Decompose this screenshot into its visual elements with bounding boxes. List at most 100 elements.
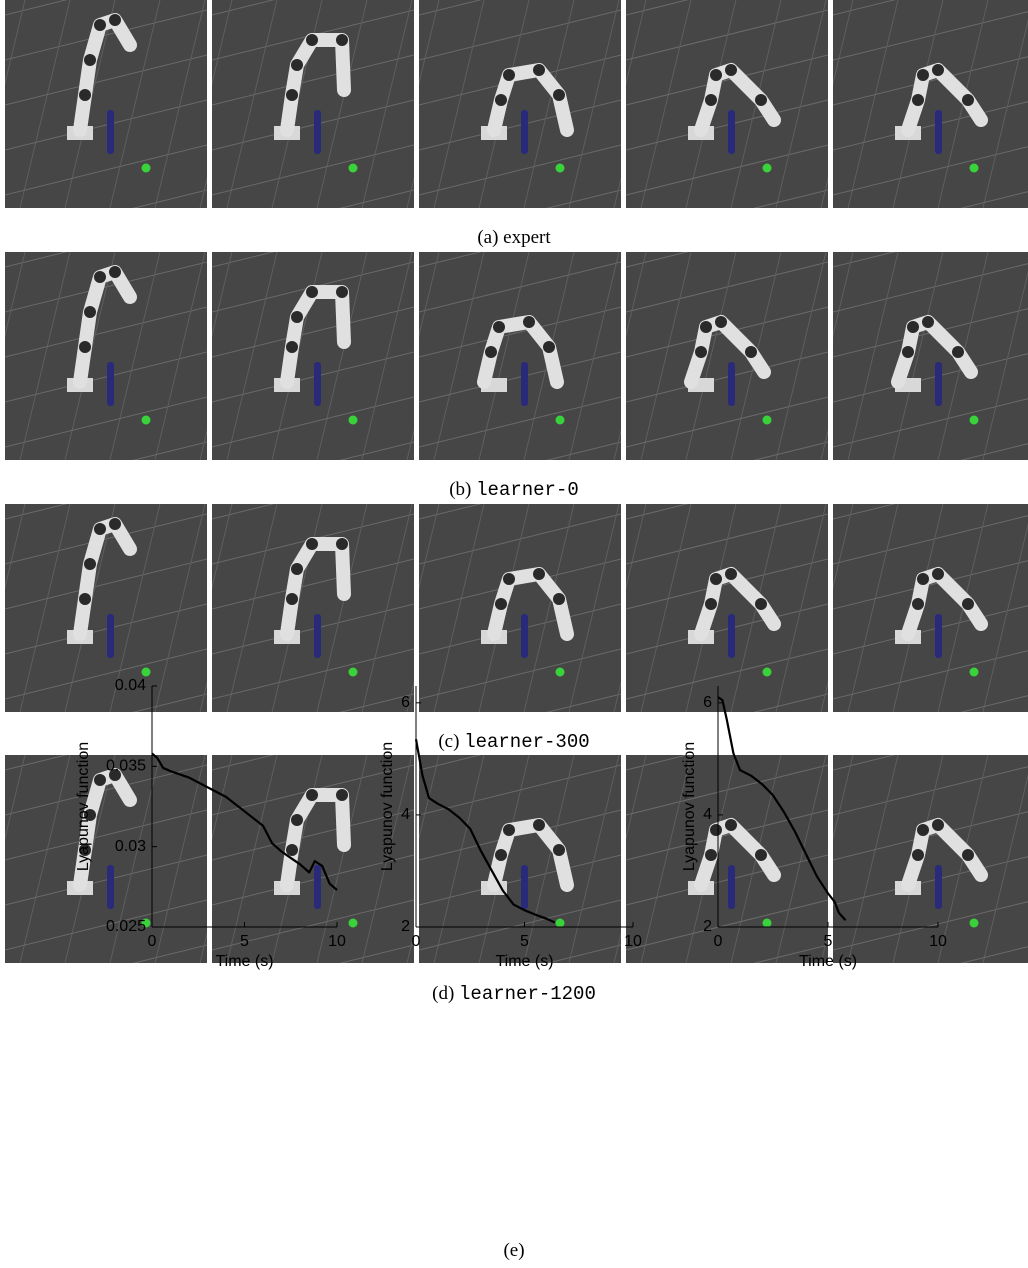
robot-joint: [79, 341, 91, 353]
y-tick-label: 4: [401, 806, 410, 823]
goal: [142, 164, 151, 173]
obstacle: [107, 614, 114, 658]
robot-joint: [79, 89, 91, 101]
obstacle: [935, 110, 942, 154]
robot-joint: [493, 321, 505, 333]
panel-bg: [419, 504, 621, 712]
robot-joint: [286, 593, 298, 605]
goal: [970, 164, 979, 173]
robot-joint: [291, 311, 303, 323]
robot-joint: [705, 849, 717, 861]
panel-bg: [419, 755, 621, 963]
x-tick-label: 0: [412, 933, 421, 950]
robot-joint: [503, 573, 515, 585]
robot-joint: [725, 819, 737, 831]
robot-joint: [755, 94, 767, 106]
panel-bg: [833, 252, 1028, 460]
y-tick-label: 0.03: [115, 838, 146, 855]
robot-joint: [553, 89, 565, 101]
caption: (c) learner-300: [438, 731, 589, 753]
robot-joint: [79, 593, 91, 605]
panel-bg: [212, 0, 414, 208]
x-tick-label: 10: [328, 933, 346, 950]
y-tick-label: 4: [703, 806, 712, 823]
panel-bg: [5, 252, 207, 460]
panel-bg: [626, 0, 828, 208]
robot-joint: [932, 64, 944, 76]
figure: (a) expert (b) learner-0 (c) learner-300…: [0, 0, 1028, 1268]
robot-joint: [932, 568, 944, 580]
goal: [349, 164, 358, 173]
panel-bg: [5, 0, 207, 208]
goal: [970, 919, 979, 928]
obstacle: [521, 865, 528, 909]
caption-label: (a): [477, 227, 498, 248]
robot-joint: [286, 844, 298, 856]
y-tick-label: 6: [703, 694, 712, 711]
obstacle: [107, 865, 114, 909]
goal: [556, 416, 565, 425]
robot-joint: [543, 341, 555, 353]
panel-bg: [833, 0, 1028, 208]
panel-bg: [626, 755, 828, 963]
x-tick-label: 0: [148, 933, 157, 950]
panel-bg: [626, 252, 828, 460]
robot-joint: [755, 849, 767, 861]
obstacle: [728, 362, 735, 406]
robot-joint: [495, 94, 507, 106]
panel-bg: [626, 504, 828, 712]
robot-joint: [725, 568, 737, 580]
robot-joint: [902, 346, 914, 358]
robot-joint: [523, 316, 535, 328]
x-tick-label: 5: [824, 933, 833, 950]
robot-joint: [306, 34, 318, 46]
robot-joint: [485, 346, 497, 358]
robot-joint: [495, 849, 507, 861]
robot-joint: [291, 814, 303, 826]
robot-joint: [962, 849, 974, 861]
goal: [763, 668, 772, 677]
robot-joint: [109, 266, 121, 278]
obstacle: [107, 362, 114, 406]
robot-joint: [912, 849, 924, 861]
robot-joint: [533, 819, 545, 831]
robot-joint: [932, 819, 944, 831]
panel-bg: [833, 504, 1028, 712]
robot-joint: [710, 573, 722, 585]
caption: (e): [503, 1240, 524, 1261]
robot-joint: [705, 94, 717, 106]
caption: (b) learner-0: [449, 479, 579, 501]
panel-bg: [212, 252, 414, 460]
panel-bg: [419, 252, 621, 460]
goal: [763, 919, 772, 928]
goal: [763, 164, 772, 173]
caption-name: learner-300: [464, 731, 589, 753]
robot-joint: [710, 824, 722, 836]
robot-joint: [94, 523, 106, 535]
x-axis-label: Time (s): [215, 953, 273, 970]
x-tick-label: 5: [520, 933, 529, 950]
robot-joint: [700, 321, 712, 333]
robot-joint: [962, 94, 974, 106]
obstacle: [314, 110, 321, 154]
robot-joint: [912, 94, 924, 106]
goal: [142, 416, 151, 425]
robot-joint: [917, 69, 929, 81]
robot-joint: [291, 59, 303, 71]
robot-joint: [336, 286, 348, 298]
robot-joint: [553, 844, 565, 856]
obstacle: [107, 110, 114, 154]
obstacle: [935, 362, 942, 406]
y-axis-label: Lyapunov function: [75, 742, 92, 871]
obstacle: [521, 362, 528, 406]
robot-joint: [286, 341, 298, 353]
robot-joint: [755, 598, 767, 610]
caption-label: (b): [449, 479, 471, 500]
y-tick-label: 2: [401, 918, 410, 935]
robot-joint: [962, 598, 974, 610]
obstacle: [728, 614, 735, 658]
caption-label: (c): [438, 731, 459, 752]
obstacle: [314, 614, 321, 658]
robot-joint: [336, 789, 348, 801]
robot-joint: [710, 69, 722, 81]
